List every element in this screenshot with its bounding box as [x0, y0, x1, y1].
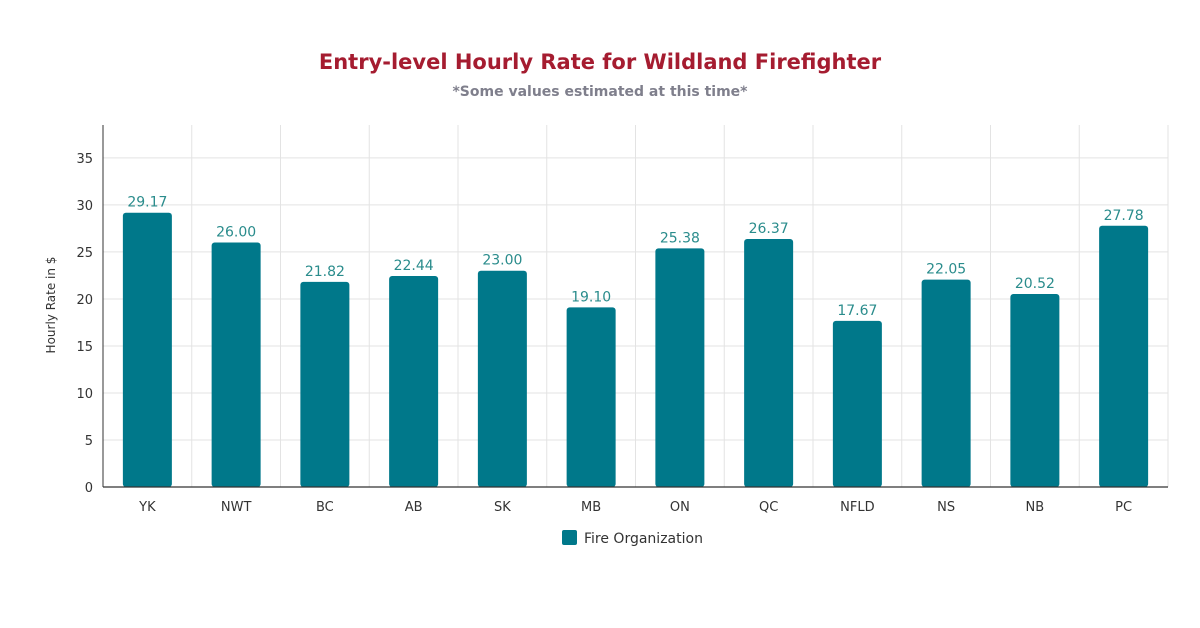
bar-nfld	[832, 320, 882, 487]
bar-sk	[477, 270, 527, 487]
bar-nwt	[211, 242, 261, 487]
y-tick-label: 5	[85, 434, 93, 449]
x-tick-label: ON	[670, 500, 690, 515]
y-tick-label: 10	[76, 387, 93, 402]
y-axis-label: Hourly Rate in $	[44, 257, 58, 354]
data-label: 22.05	[926, 262, 966, 278]
x-tick-label: NS	[937, 500, 955, 515]
legend-swatch	[562, 530, 577, 545]
y-tick-label: 15	[76, 340, 93, 355]
data-label: 19.10	[571, 289, 611, 305]
bars: 29.17 26.00 21.82 22.44 23.00 19.10 25.38 26.37…	[122, 195, 1149, 487]
bar-yk	[122, 212, 172, 487]
data-label: 29.17	[127, 195, 167, 211]
bar-qc	[744, 239, 794, 487]
axes: 0 5 10 15 20 25 30 35 YK NWT BC AB SK MB ON QC NFLD NS NB P…	[76, 125, 1168, 515]
x-tick-label: YK	[138, 500, 156, 515]
x-tick-label: MB	[581, 500, 601, 515]
bar-nb	[1010, 294, 1060, 487]
data-label: 25.38	[660, 230, 700, 246]
bar-mb	[566, 307, 616, 487]
y-tick-label: 0	[85, 481, 93, 496]
x-tick-label: NFLD	[840, 500, 874, 515]
chart-title: Entry-level Hourly Rate for Wildland Fir…	[319, 50, 882, 74]
bar-on	[655, 248, 705, 487]
bar-bc	[300, 281, 350, 487]
data-label: 21.82	[305, 264, 345, 280]
data-label: 27.78	[1104, 208, 1144, 224]
data-label: 26.00	[216, 225, 256, 241]
x-tick-label: SK	[494, 500, 511, 515]
x-tick-label: NWT	[221, 500, 252, 515]
bar-pc	[1099, 225, 1149, 487]
legend-label: Fire Organization	[584, 531, 703, 547]
data-label: 20.52	[1015, 276, 1055, 292]
x-tick-label: NB	[1026, 500, 1045, 515]
chart-subtitle: *Some values estimated at this time*	[452, 84, 748, 100]
y-tick-label: 30	[76, 199, 93, 214]
y-tick-label: 20	[76, 293, 93, 308]
data-label: 22.44	[394, 258, 434, 274]
x-tick-label: PC	[1115, 500, 1132, 515]
x-tick-label: AB	[405, 500, 423, 515]
data-label: 23.00	[482, 253, 522, 269]
bar-ns	[921, 279, 971, 487]
y-tick-label: 35	[76, 152, 93, 167]
bar-ab	[389, 276, 439, 487]
gridlines	[103, 125, 1169, 487]
legend: Fire Organization	[562, 530, 703, 547]
x-tick-label: QC	[759, 500, 778, 515]
data-label: 26.37	[749, 221, 789, 237]
data-label: 17.67	[837, 303, 877, 319]
y-tick-label: 25	[76, 246, 93, 261]
x-tick-label: BC	[316, 500, 334, 515]
